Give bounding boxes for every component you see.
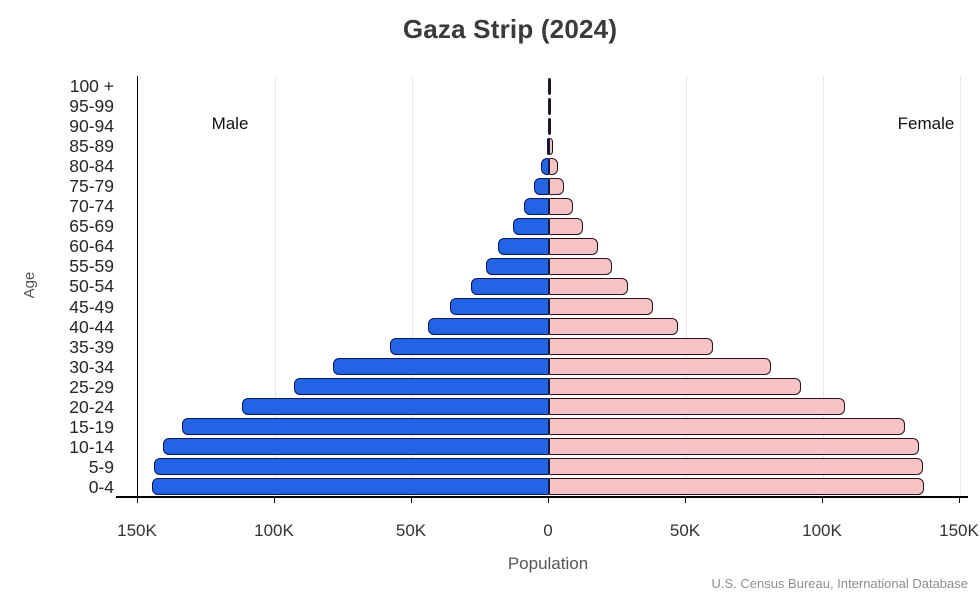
- y-tick-label: 50-54: [69, 276, 114, 297]
- male-bar-0-4: [151, 478, 549, 496]
- y-tick-label: 10-14: [69, 436, 114, 457]
- female-bar-30-34: [549, 358, 771, 376]
- y-tick-label: 65-69: [69, 216, 114, 237]
- y-tick-label: 80-84: [69, 156, 114, 177]
- male-bar-70-74: [524, 197, 549, 215]
- male-bar-25-29: [294, 378, 549, 396]
- y-tick-label: 95-99: [69, 96, 114, 117]
- male-bar-55-59: [485, 257, 549, 275]
- y-tick-label: 45-49: [69, 296, 114, 317]
- source-note: U.S. Census Bureau, International Databa…: [711, 576, 968, 591]
- male-bar-80-84: [541, 157, 549, 175]
- male-bar-60-64: [498, 237, 549, 255]
- y-tick-label: 100 +: [69, 76, 114, 96]
- female-bar-5-9: [549, 458, 923, 476]
- y-tick-label: 25-29: [69, 376, 114, 397]
- male-bar-30-34: [332, 358, 549, 376]
- female-bar-0-4: [549, 478, 925, 496]
- y-tick-label: 0-4: [88, 476, 114, 497]
- x-tick-label: 100K: [254, 521, 294, 540]
- y-tick-label: 75-79: [69, 176, 114, 197]
- female-bar-75-79: [549, 177, 565, 195]
- female-bar-60-64: [549, 237, 599, 255]
- y-tick-label: 30-34: [69, 356, 114, 377]
- female-bar-45-49: [549, 298, 654, 316]
- male-bar-50-54: [470, 278, 549, 295]
- male-bar-40-44: [428, 318, 549, 336]
- x-tick-label: 150K: [117, 521, 157, 540]
- female-bar-70-74: [549, 197, 574, 215]
- gridline: [960, 76, 961, 497]
- gridline: [686, 76, 687, 497]
- male-bar-5-9: [154, 458, 549, 476]
- y-tick-label: 70-74: [69, 196, 114, 217]
- y-tick-label: 90-94: [69, 116, 114, 137]
- female-bar-40-44: [549, 318, 678, 336]
- x-tick-label: 50K: [395, 521, 427, 540]
- male-bar-35-39: [390, 338, 549, 356]
- y-tick-label: 55-59: [69, 256, 114, 277]
- female-bar-35-39: [549, 338, 714, 356]
- female-bar-55-59: [549, 257, 613, 275]
- y-tick-label: 40-44: [69, 316, 114, 337]
- male-bar-20-24: [242, 398, 549, 416]
- female-bar-95-99: [549, 97, 551, 115]
- x-tick-label: 0: [543, 521, 553, 540]
- x-axis-line: [116, 496, 968, 498]
- x-tick-label: 100K: [802, 521, 842, 540]
- female-bar-50-54: [549, 278, 629, 295]
- plot-area: [137, 76, 961, 497]
- x-tick-label: 50K: [669, 521, 701, 540]
- x-tick-mark: [274, 497, 276, 503]
- y-tick-label: 60-64: [69, 236, 114, 257]
- y-tick-label: 85-89: [69, 136, 114, 157]
- male-bar-65-69: [513, 217, 549, 235]
- female-series-label: Female: [897, 114, 955, 133]
- x-axis-title: Population: [507, 554, 589, 573]
- x-tick-mark: [959, 497, 961, 503]
- male-series-label: Male: [211, 114, 249, 133]
- male-bar-45-49: [450, 298, 549, 316]
- gridline: [823, 76, 824, 497]
- female-bar-25-29: [549, 378, 802, 396]
- x-tick-mark: [685, 497, 687, 503]
- female-bar-100 +: [549, 77, 551, 95]
- female-bar-85-89: [549, 137, 553, 155]
- female-bar-80-84: [549, 157, 558, 175]
- male-bar-15-19: [181, 418, 549, 436]
- male-bar-85-89: [546, 137, 549, 155]
- male-bar-75-79: [534, 177, 549, 195]
- male-bar-10-14: [162, 438, 549, 456]
- y-tick-label: 5-9: [88, 456, 114, 477]
- gridline: [412, 76, 413, 497]
- female-bar-10-14: [549, 438, 919, 456]
- y-tick-label: 35-39: [69, 336, 114, 357]
- x-tick-mark: [548, 497, 550, 503]
- female-bar-15-19: [549, 418, 906, 436]
- female-bar-65-69: [549, 217, 584, 235]
- x-tick-mark: [411, 497, 413, 503]
- x-tick-mark: [822, 497, 824, 503]
- female-bar-20-24: [549, 398, 845, 416]
- y-tick-label: 15-19: [69, 416, 114, 437]
- x-tick-label: 150K: [939, 521, 979, 540]
- y-tick-label: 20-24: [69, 396, 114, 417]
- chart-title: Gaza Strip (2024): [402, 14, 618, 44]
- gridline: [275, 76, 276, 497]
- female-bar-90-94: [549, 117, 551, 135]
- x-tick-mark: [137, 497, 139, 503]
